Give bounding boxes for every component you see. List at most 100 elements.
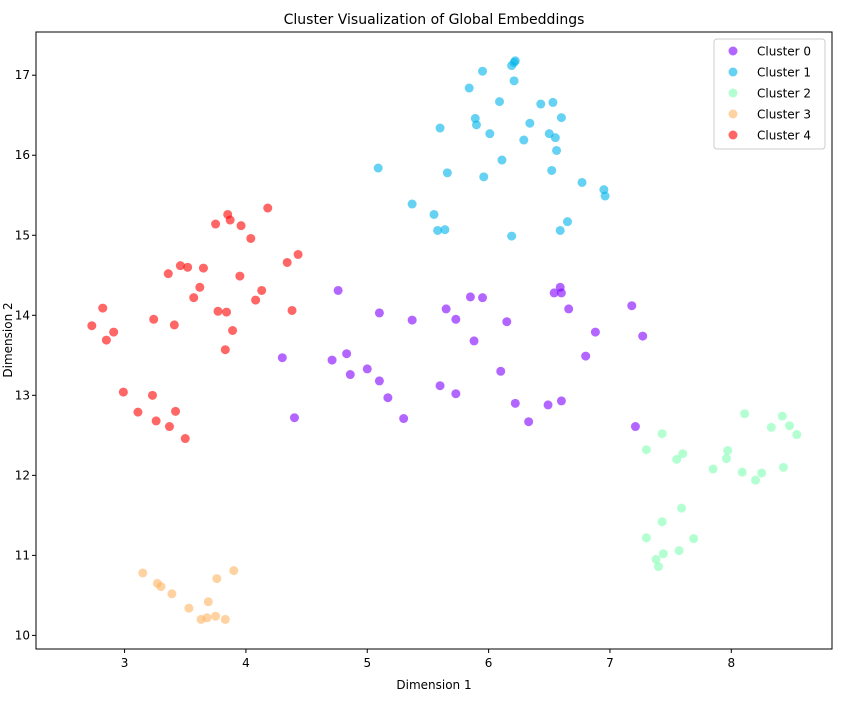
cluster-0-point <box>333 285 343 295</box>
cluster-0-point <box>556 288 566 298</box>
cluster-4-point <box>164 422 174 432</box>
cluster-1-point <box>548 97 558 107</box>
cluster-2-point <box>672 454 682 464</box>
y-axis: 10 11 12 13 14 15 16 17 <box>15 68 36 642</box>
cluster-1-point <box>507 231 517 241</box>
cluster-1-point <box>485 129 495 139</box>
x-tick-label: 7 <box>606 656 614 670</box>
cluster-2-point <box>792 430 802 440</box>
legend-marker <box>728 46 738 56</box>
y-tick-label: 17 <box>15 68 30 82</box>
cluster-3-point <box>138 568 148 578</box>
points-layer <box>87 56 802 624</box>
cluster-0-point <box>581 351 591 361</box>
cluster-0-point <box>469 336 479 346</box>
x-tick-label: 3 <box>121 656 129 670</box>
cluster-2-point <box>657 429 667 439</box>
cluster-1-point <box>407 199 417 209</box>
cluster-3-point <box>167 589 177 599</box>
cluster-2-point <box>785 421 795 431</box>
cluster-4-point <box>118 387 128 397</box>
cluster-1-point <box>373 163 383 173</box>
cluster-2-point <box>723 446 733 456</box>
legend-label: Cluster 4 <box>757 129 811 143</box>
cluster-0-point <box>277 353 287 363</box>
cluster-3-point <box>203 597 213 607</box>
cluster-2-point <box>689 534 699 544</box>
legend-label: Cluster 3 <box>757 108 811 122</box>
cluster-2-point <box>757 468 767 478</box>
cluster-4-point <box>175 261 185 271</box>
x-axis-label: Dimension 1 <box>396 678 471 692</box>
cluster-4-point <box>171 406 181 416</box>
cluster-4-point <box>211 219 221 229</box>
cluster-0-point <box>407 315 417 325</box>
cluster-1-point <box>556 113 566 123</box>
cluster-2-point <box>708 464 718 474</box>
cluster-0-point <box>374 308 384 318</box>
cluster-1-point <box>600 191 610 201</box>
cluster-4-point <box>101 335 111 345</box>
legend-label: Cluster 2 <box>757 87 811 101</box>
cluster-0-point <box>327 355 337 365</box>
cluster-1-point <box>495 97 505 107</box>
cluster-4-point <box>151 416 161 426</box>
cluster-0-point <box>342 349 352 359</box>
cluster-2-point <box>651 554 661 564</box>
cluster-0-point <box>451 389 461 399</box>
legend-marker <box>728 67 738 77</box>
cluster-0-point <box>638 331 648 341</box>
cluster-1-point <box>547 165 557 175</box>
legend-marker <box>728 109 738 119</box>
cluster-0-point <box>590 327 600 337</box>
cluster-1-point <box>464 83 474 93</box>
cluster-0-point <box>478 293 488 303</box>
cluster-0-point <box>502 317 512 327</box>
cluster-4-point <box>147 390 157 400</box>
y-tick-label: 16 <box>15 148 30 162</box>
cluster-2-point <box>677 503 687 513</box>
cluster-1-point <box>471 120 481 130</box>
cluster-0-point <box>510 398 520 408</box>
cluster-1-point <box>552 145 562 155</box>
legend-label: Cluster 1 <box>757 66 811 80</box>
cluster-1-point <box>435 123 445 133</box>
cluster-2-point <box>658 549 668 559</box>
cluster-4-point <box>235 271 245 281</box>
cluster-1-point <box>555 225 565 235</box>
cluster-4-point <box>163 269 173 279</box>
cluster-0-point <box>543 400 553 410</box>
cluster-1-point <box>550 133 560 143</box>
cluster-4-point <box>236 221 246 231</box>
cluster-0-point <box>399 414 409 424</box>
cluster-1-point <box>577 177 587 187</box>
cluster-1-point <box>442 168 452 178</box>
cluster-4-point <box>282 257 292 267</box>
cluster-4-point <box>263 203 273 213</box>
cluster-1-point <box>440 225 450 235</box>
cluster-2-point <box>674 546 684 556</box>
x-tick-label: 8 <box>727 656 735 670</box>
cluster-4-point <box>213 306 223 316</box>
cluster-3-point <box>184 603 194 613</box>
cluster-0-point <box>383 393 393 403</box>
cluster-0-point <box>549 288 559 298</box>
cluster-4-point <box>225 215 235 225</box>
cluster-4-point <box>257 285 267 295</box>
cluster-4-point <box>287 305 297 315</box>
cluster-1-point <box>433 225 443 235</box>
cluster-2-point <box>778 462 788 472</box>
cluster-1-point <box>509 76 519 86</box>
cluster-4-point <box>169 320 179 330</box>
cluster-4-point <box>220 345 230 355</box>
cluster-0-point <box>556 396 566 406</box>
cluster-4-point <box>198 263 208 273</box>
cluster-2-point <box>740 409 750 419</box>
cluster-1-point <box>429 209 439 219</box>
cluster-4-point <box>87 321 97 331</box>
chart-title: Cluster Visualization of Global Embeddin… <box>284 12 585 28</box>
cluster-1-point <box>519 135 529 145</box>
cluster-2-point <box>641 445 651 455</box>
cluster-0-point <box>362 364 372 374</box>
y-tick-label: 10 <box>15 628 30 642</box>
